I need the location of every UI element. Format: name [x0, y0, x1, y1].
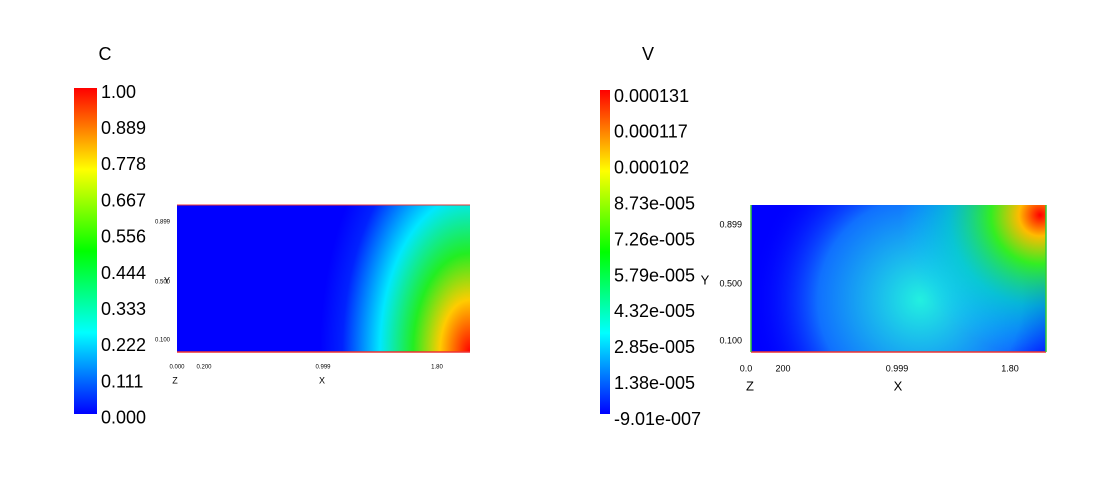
y-tick-label: 0.100	[719, 335, 742, 345]
colorbar-label: -9.01e-007	[614, 409, 701, 429]
colorbar-label: 8.73e-005	[614, 193, 695, 213]
colorbar-label: 0.333	[101, 299, 146, 319]
y-axis-label: Y	[164, 275, 170, 285]
colorbar-label: 1.00	[101, 82, 136, 102]
colorbar-label: 1.38e-005	[614, 373, 695, 393]
y-tick-label: 0.899	[155, 220, 171, 226]
colorbar-label: 0.667	[101, 190, 146, 210]
panel-title: C	[99, 44, 112, 64]
y-tick-label: 0.100	[155, 338, 171, 344]
colorbar-label: 2.85e-005	[614, 337, 695, 357]
colorbar-label: 0.222	[101, 335, 146, 355]
y-tick-label: 0.899	[719, 219, 742, 229]
colorbar-label: 4.32e-005	[614, 301, 695, 321]
x-axis-label: X	[319, 375, 325, 385]
colorbar-label: 0.889	[101, 118, 146, 138]
x-tick-label: 1.80	[431, 365, 443, 371]
z-axis-label: Z	[746, 378, 754, 393]
z-axis-label: Z	[172, 375, 178, 385]
x-tick-label: 200	[775, 363, 790, 373]
colorbar	[74, 88, 97, 414]
colorbar-label: 0.778	[101, 154, 146, 174]
colorbar-label: 0.111	[101, 371, 143, 391]
panel-v: V 0.000131 0.000117 0.000102 8.73e-005 7.26e-…	[600, 44, 1047, 429]
x-tick-label: 0.0	[740, 363, 753, 373]
colorbar-label: 0.000131	[614, 86, 689, 106]
colorbar-label: 5.79e-005	[614, 265, 695, 285]
y-tick-label: 0.500	[719, 278, 742, 288]
colorbar-label: 0.000117	[614, 122, 688, 142]
x-tick-label: 0.999	[315, 365, 331, 371]
colorbar-label: 7.26e-005	[614, 229, 695, 249]
y-tick-label: 0.500	[155, 280, 171, 286]
x-tick-label: 0.200	[196, 365, 212, 371]
colorbar-label: 0.000102	[614, 158, 689, 178]
field-overlay	[177, 205, 470, 352]
colorbar-label: 0.444	[101, 263, 146, 283]
colorbar	[600, 90, 610, 414]
y-axis-label: Y	[701, 272, 710, 287]
x-tick-label: 1.80	[1001, 363, 1019, 373]
x-axis-label: X	[894, 378, 903, 393]
x-tick-label: 0.999	[886, 363, 909, 373]
colorbar-label: 0.556	[101, 227, 146, 247]
field-overlay	[751, 205, 1046, 352]
x-tick-label: 0.000	[169, 365, 185, 371]
panel-c: C 1.00 0.889 0.778 0.667 0.556 0.444 0.333 0.222…	[74, 44, 470, 428]
panel-title: V	[642, 44, 654, 64]
colorbar-label: 0.000	[101, 408, 146, 428]
